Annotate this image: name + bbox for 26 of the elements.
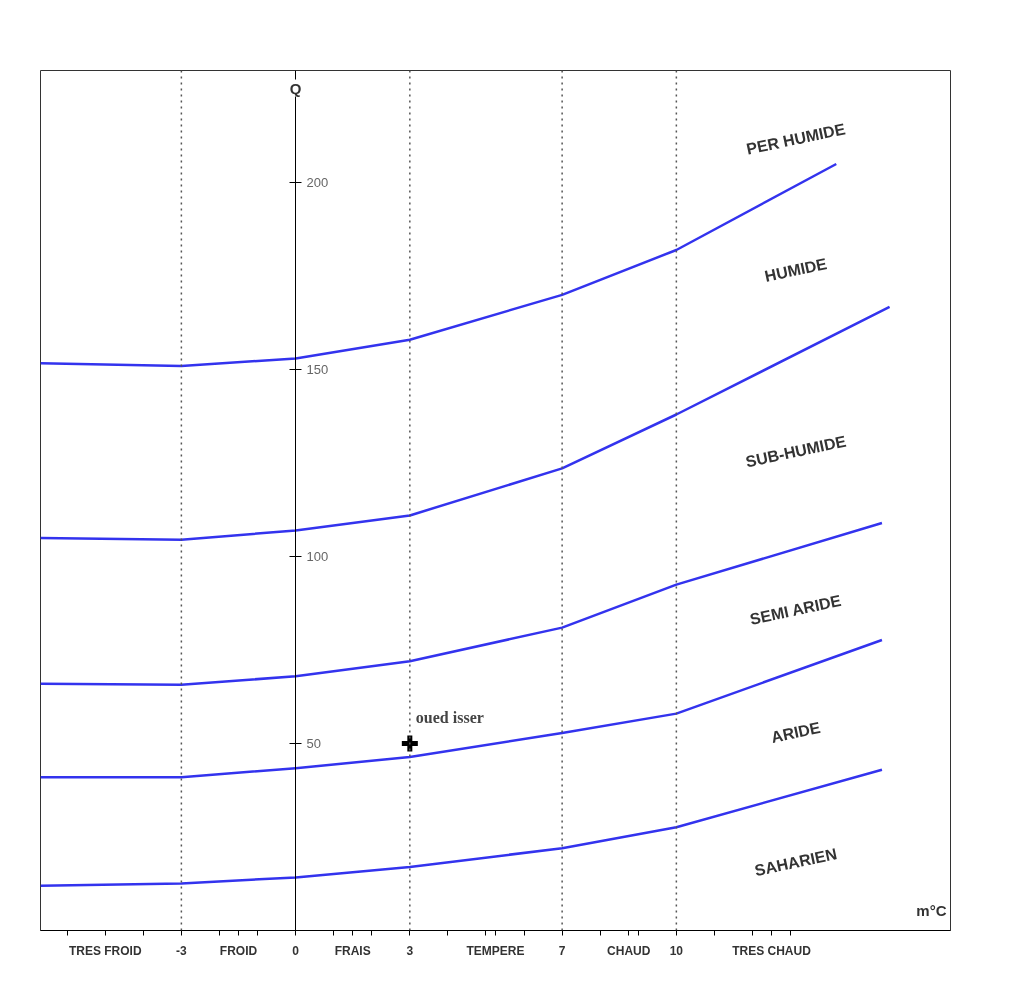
x-tick-label: FRAIS [334, 943, 371, 958]
x-tick-label: TRES FROID [68, 943, 142, 958]
x-tick-label: FROID [219, 943, 258, 958]
x-tick-label: CHAUD [607, 943, 651, 958]
x-tick-label: 7 [558, 943, 566, 958]
y-tick-label: 150 [306, 362, 329, 378]
y-tick-label: 200 [306, 175, 329, 191]
annotation: HUMIDE [763, 255, 829, 285]
line-series [40, 305, 891, 542]
y-axis-title: Q [289, 79, 302, 97]
x-tick-label: 3 [406, 943, 414, 958]
annotation: PER HUMIDE [744, 120, 848, 158]
annotation: SEMI ARIDE [748, 591, 843, 628]
y-tick-label: 100 [306, 549, 329, 565]
line-series [40, 521, 884, 687]
x-tick-label: TEMPERE [466, 943, 525, 958]
x-tick-label: -3 [176, 943, 188, 958]
annotation: oued isser [415, 708, 484, 726]
x-tick-label: 0 [292, 943, 300, 958]
y-tick-label: 50 [306, 736, 322, 752]
line-series [40, 768, 884, 887]
x-tick-label: 10 [669, 943, 684, 958]
x-axis-title: m°C [916, 901, 947, 919]
x-tick-label: TRES CHAUD [732, 943, 812, 958]
line-series [40, 638, 884, 779]
annotation: ARIDE [769, 718, 823, 746]
